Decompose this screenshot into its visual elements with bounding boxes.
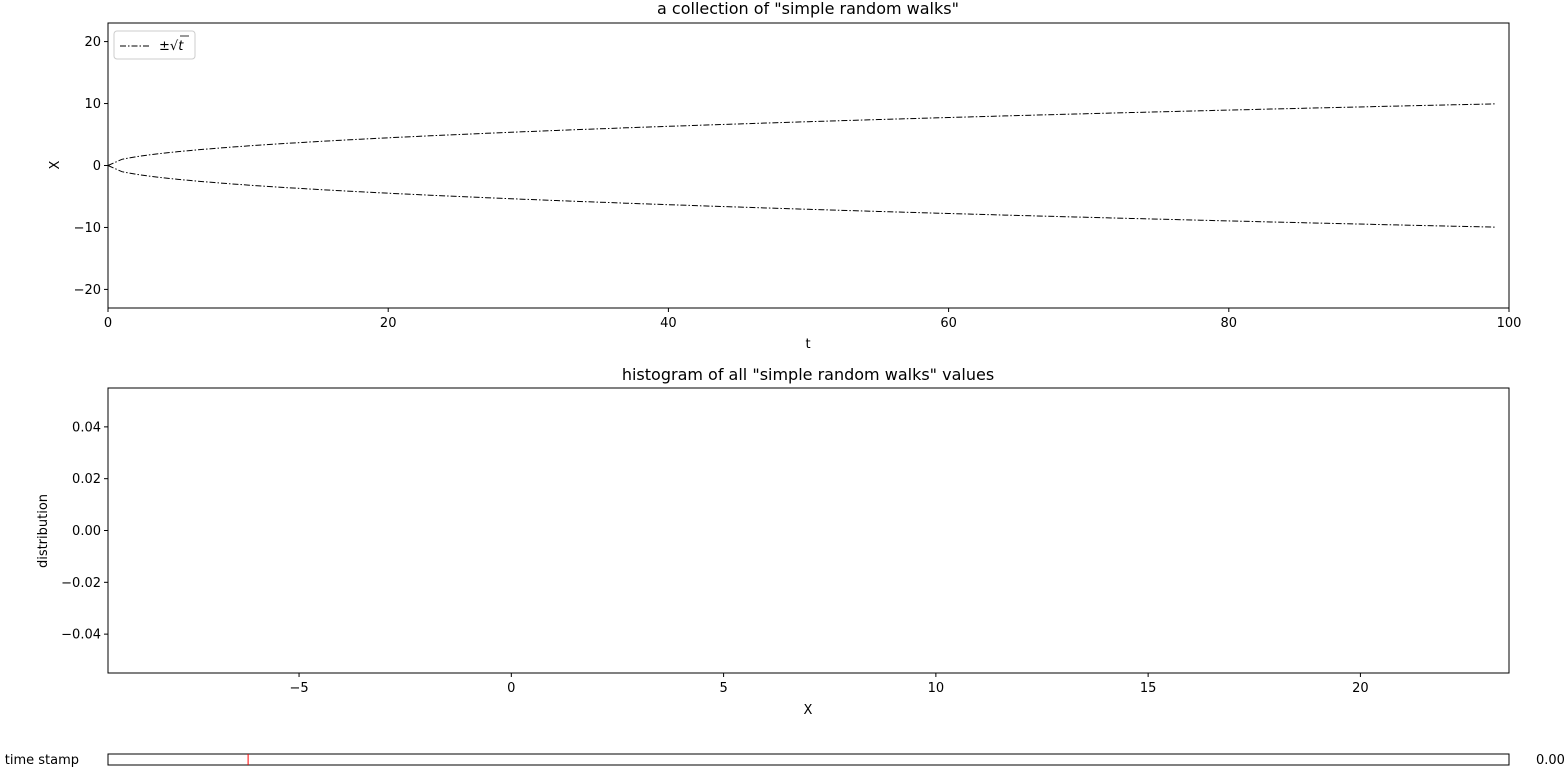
histogram-axes-frame [108,388,1509,673]
legend-label: ±√t [159,39,184,54]
histogram-y-tick-label: −0.02 [61,576,101,591]
histogram-y-tick-label: 0.00 [72,524,101,539]
histogram-y-tick-label: 0.04 [72,420,101,435]
histogram-x-label: X [804,703,813,718]
slider-track[interactable] [108,754,1509,765]
legend-label-prefix: ± [159,39,170,54]
walks-x-tick-label: 100 [1497,316,1522,331]
histogram-y-tick-label: −0.04 [61,628,101,643]
walks-y-tick-label: 0 [93,159,101,174]
histogram-x-tick-label: −5 [289,681,308,696]
walks-x-tick-label: 0 [104,316,112,331]
walks-x-tick-label: 40 [660,316,677,331]
walks-y-ticks: −20 −10 0 10 20 [74,35,108,298]
walks-x-tick-label: 80 [1221,316,1238,331]
histogram-y-ticks: −0.04 −0.02 0.00 0.02 0.04 [61,420,108,642]
histogram-x-ticks: −5 0 5 10 15 20 [289,673,1368,696]
histogram-x-tick-label: 20 [1352,681,1369,696]
walks-y-tick-label: −10 [74,221,101,236]
walks-axes: a collection of "simple random walks" −2… [48,0,1521,352]
legend-label-var: t [178,39,184,54]
sqrt-upper-line [108,104,1495,166]
walks-axes-frame [108,23,1509,308]
walks-x-ticks: 0 20 40 60 80 100 [104,308,1522,331]
walks-x-tick-label: 60 [940,316,957,331]
walks-y-tick-label: 10 [84,97,101,112]
walks-title: a collection of "simple random walks" [657,0,959,18]
slider-value: 0.00 [1536,753,1565,768]
histogram-y-label: distribution [36,494,51,568]
walks-y-label: X [48,160,63,169]
slider-label: time stamp [5,753,79,768]
walks-legend: ±√t [114,31,195,59]
histogram-x-tick-label: 10 [928,681,945,696]
time-stamp-slider[interactable]: time stamp 0.00 [5,753,1565,768]
walks-y-tick-label: 20 [84,35,101,50]
walks-y-tick-label: −20 [74,283,101,298]
histogram-axes: histogram of all "simple random walks" v… [36,365,1509,718]
histogram-y-tick-label: 0.02 [72,472,101,487]
histogram-x-tick-label: 15 [1140,681,1157,696]
histogram-x-tick-label: 0 [507,681,515,696]
sqrt-lower-line [108,166,1495,228]
walks-x-label: t [805,337,810,352]
histogram-x-tick-label: 5 [719,681,727,696]
walks-x-tick-label: 20 [380,316,397,331]
histogram-title: histogram of all "simple random walks" v… [622,365,994,384]
